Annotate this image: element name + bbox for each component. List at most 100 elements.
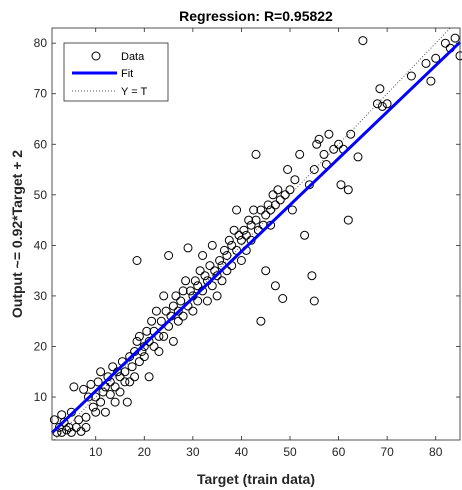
data-point	[227, 240, 237, 250]
data-point	[239, 225, 249, 235]
data-point	[161, 306, 171, 316]
data-point	[168, 301, 178, 311]
data-point	[79, 384, 89, 394]
data-point	[280, 190, 290, 200]
identity-line	[54, 27, 451, 441]
data-point	[193, 281, 203, 291]
data-point	[263, 200, 273, 210]
data-point	[207, 281, 217, 291]
data-point	[202, 296, 212, 306]
data-point	[283, 165, 293, 174]
data-point	[268, 190, 278, 200]
data-point	[64, 422, 74, 432]
data-point	[122, 397, 132, 407]
y-axis-label: Output ~= 0.92*Target + 2	[9, 150, 25, 318]
data-point	[275, 195, 285, 205]
x-tick-label: 10	[89, 445, 103, 459]
data-point	[168, 336, 178, 346]
data-point	[334, 139, 344, 149]
data-point	[450, 33, 460, 43]
data-point	[83, 392, 93, 402]
y-tick-label: 40	[34, 238, 48, 252]
data-point	[256, 205, 266, 215]
legend-fit-label: Fit	[121, 68, 133, 80]
data-point	[236, 256, 246, 265]
data-point	[287, 205, 297, 215]
x-tick-label: 20	[138, 445, 152, 459]
data-point	[270, 281, 280, 291]
data-point	[329, 144, 339, 154]
data-point	[353, 152, 363, 162]
data-point	[343, 185, 353, 195]
data-point	[178, 286, 188, 296]
data-point	[236, 235, 246, 245]
data-point	[120, 367, 130, 377]
data-point	[266, 220, 276, 230]
data-point	[309, 165, 319, 174]
data-point	[66, 427, 76, 437]
data-point	[57, 427, 67, 437]
data-point	[290, 175, 300, 185]
data-point	[151, 306, 161, 316]
data-point	[309, 296, 319, 306]
data-point	[319, 149, 329, 159]
y-tick-label: 10	[34, 390, 48, 404]
data-point	[159, 331, 169, 341]
data-point	[210, 266, 220, 276]
y-tick-label: 30	[34, 289, 48, 303]
y-tick-label: 70	[34, 87, 48, 101]
data-point	[217, 276, 227, 286]
data-point	[93, 377, 103, 387]
data-point	[110, 397, 120, 407]
data-point	[212, 271, 222, 281]
data-point	[125, 377, 135, 387]
data-point	[261, 210, 271, 220]
data-point	[115, 387, 125, 397]
data-point	[249, 205, 259, 215]
data-point	[200, 271, 210, 281]
data-point	[304, 180, 314, 190]
data-point	[307, 271, 317, 281]
data-point	[171, 291, 181, 301]
data-point	[336, 180, 346, 190]
data-point	[91, 407, 101, 417]
legend-data-label: Data	[121, 51, 145, 63]
data-point	[270, 200, 280, 210]
data-point	[108, 362, 118, 372]
data-point	[173, 316, 183, 326]
data-point	[205, 261, 215, 271]
data-point	[188, 306, 198, 316]
data-point	[426, 76, 436, 86]
data-point	[132, 336, 142, 346]
data-point	[261, 266, 271, 276]
data-point	[164, 251, 174, 260]
data-point	[251, 149, 261, 159]
data-point	[375, 84, 385, 94]
data-point	[195, 266, 205, 276]
data-point	[181, 276, 191, 286]
data-point	[198, 251, 208, 260]
chart-title: Regression: R=0.95822	[179, 8, 333, 24]
data-point	[142, 326, 152, 336]
y-tick-label: 50	[34, 188, 48, 202]
x-tick-label: 80	[429, 445, 443, 459]
data-point	[246, 220, 256, 230]
data-point	[69, 382, 79, 392]
data-point	[193, 296, 203, 306]
legend-identity-label: Y = T	[121, 86, 147, 98]
data-point	[49, 415, 59, 425]
x-tick-label: 30	[186, 445, 200, 459]
data-point	[295, 149, 305, 159]
data-point	[273, 185, 283, 195]
x-ticks: 10 20 30 40 50 60 70 80	[89, 28, 443, 459]
data-point	[421, 58, 431, 68]
data-point	[232, 205, 242, 215]
data-point	[324, 129, 334, 139]
data-point	[96, 397, 106, 407]
fit-line	[50, 41, 462, 434]
y-tick-label: 20	[34, 339, 48, 353]
data-point	[266, 205, 276, 215]
data-point	[185, 286, 195, 296]
data-point	[81, 422, 91, 432]
